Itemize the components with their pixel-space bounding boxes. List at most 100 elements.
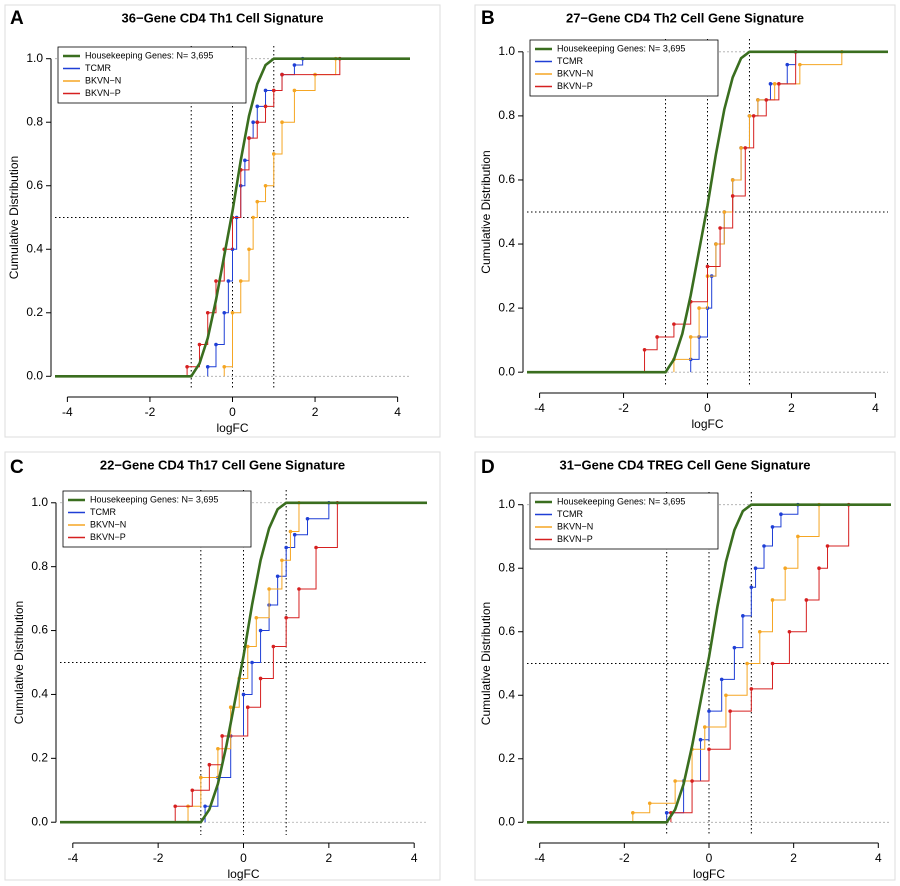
step-point <box>719 677 724 682</box>
y-tick-label: 1.0 <box>498 497 515 511</box>
step-point <box>263 104 268 109</box>
step-point <box>728 709 732 713</box>
step-point <box>724 693 728 698</box>
step-point <box>205 310 210 315</box>
x-axis-label: logFC <box>693 867 725 881</box>
step-point <box>730 178 735 182</box>
step-point <box>241 692 246 697</box>
step-point <box>779 512 783 517</box>
step-point <box>226 279 231 283</box>
chart-title: 27−Gene CD4 Th2 Cell Gene Signature <box>566 10 804 25</box>
step-point <box>770 525 775 529</box>
y-axis-label: Cumulative Distribution <box>7 156 21 279</box>
x-axis-label: logFC <box>691 417 723 431</box>
step-point <box>258 676 263 681</box>
step-point <box>647 801 652 806</box>
cdf-curve <box>55 57 410 378</box>
step-point <box>271 152 276 156</box>
step-point <box>284 615 288 620</box>
y-axis-label: Cumulative Distribution <box>479 602 493 725</box>
y-tick-label: 0.8 <box>498 108 515 122</box>
legend-label: BKVN−P <box>90 532 126 542</box>
y-tick-label: 1.0 <box>31 495 48 509</box>
step-point <box>297 587 301 591</box>
y-tick-label: 0.6 <box>31 623 48 637</box>
legend-box <box>529 39 719 97</box>
panel-letter: C <box>10 457 24 478</box>
y-axis-label: Cumulative Distribution <box>12 601 26 724</box>
legend-label: BKVN−N <box>557 68 593 78</box>
step-point <box>698 737 703 742</box>
step-point <box>207 762 212 767</box>
step-point <box>749 687 754 691</box>
step-point <box>718 226 722 230</box>
step-point <box>655 335 659 339</box>
legend-label: TCMR <box>557 56 583 66</box>
x-tick-label: 2 <box>788 401 795 415</box>
y-tick-label: 0.6 <box>26 178 43 192</box>
step-point <box>197 342 202 347</box>
x-tick-label: -4 <box>534 851 545 865</box>
step-point <box>280 72 284 77</box>
step-point <box>753 566 758 571</box>
step-point <box>205 364 210 369</box>
step-point <box>292 63 297 67</box>
x-tick-label: -4 <box>62 405 73 419</box>
step-point <box>673 779 677 783</box>
step-point <box>243 158 247 163</box>
step-point <box>280 120 284 125</box>
y-tick-label: 0.4 <box>498 687 515 701</box>
step-line <box>204 502 330 823</box>
panel-frame <box>4 4 441 438</box>
step-point <box>222 310 227 315</box>
step-line <box>174 502 338 823</box>
step-line <box>644 51 797 373</box>
legend-label: TCMR <box>85 63 111 73</box>
step-point <box>707 747 711 752</box>
step-point <box>247 136 251 140</box>
step-point <box>642 347 647 352</box>
legend-label: BKVN−N <box>85 75 121 85</box>
step-point <box>214 342 218 347</box>
step-point <box>314 545 318 550</box>
step-point <box>747 114 752 118</box>
legend-label: Housekeeping Genes: N= 3,695 <box>557 496 685 506</box>
step-point <box>173 804 178 809</box>
y-tick-label: 0.4 <box>26 241 43 255</box>
step-point <box>798 62 802 67</box>
x-tick-label: -2 <box>619 851 630 865</box>
x-tick-label: 4 <box>872 401 879 415</box>
legend-box <box>62 490 252 548</box>
step-point <box>271 88 276 93</box>
legend-label: BKVN−N <box>90 519 126 529</box>
step-point <box>292 532 297 537</box>
x-tick-label: 0 <box>229 405 236 419</box>
step-point <box>280 558 284 563</box>
step-point <box>722 210 727 214</box>
y-tick-label: 0.8 <box>498 560 515 574</box>
step-point <box>787 629 792 634</box>
x-tick-label: 0 <box>704 401 711 415</box>
y-tick-label: 0.0 <box>31 814 48 828</box>
step-point <box>250 660 254 665</box>
x-tick-label: 0 <box>240 851 247 865</box>
step-point <box>707 709 711 713</box>
step-point <box>220 734 224 738</box>
step-point <box>251 215 255 220</box>
step-line <box>223 58 337 377</box>
x-tick-label: 2 <box>312 405 319 419</box>
y-axis-label: Cumulative Distribution <box>479 150 493 273</box>
step-point <box>214 279 218 283</box>
panel-frame <box>4 451 441 881</box>
legend-label: BKVN−P <box>557 81 593 91</box>
panel-letter: B <box>481 8 495 29</box>
step-point <box>255 120 260 125</box>
step-line <box>670 504 850 823</box>
step-point <box>762 544 766 548</box>
step-point <box>267 587 271 591</box>
step-point <box>251 120 255 125</box>
step-point <box>757 629 762 634</box>
step-point <box>190 788 195 793</box>
legend-label: BKVN−N <box>557 521 593 531</box>
step-point <box>288 529 293 534</box>
